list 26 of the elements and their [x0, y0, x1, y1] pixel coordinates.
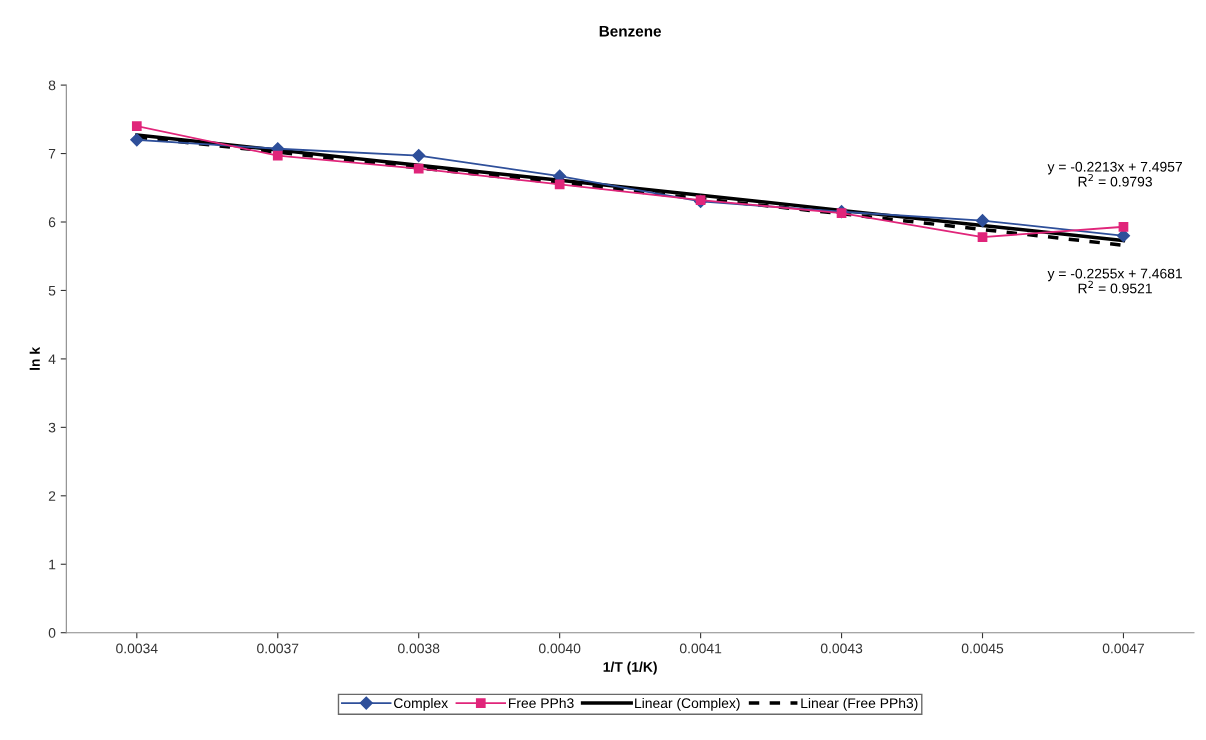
y-tick-label: 7: [48, 149, 56, 159]
y-tick-label: 3: [48, 422, 56, 433]
legend-label: Linear (Free PPh3): [801, 697, 918, 711]
x-tick-label: 0.0037: [257, 643, 299, 654]
y-tick-label: 0: [48, 628, 56, 638]
x-axis-title: 1/T (1/K): [603, 661, 657, 675]
x-tick-label: 0.0045: [961, 643, 1004, 654]
legend-label: Linear (Complex): [635, 697, 740, 711]
annotation: y = -0.2255x + 7.4681 R$^{2}$ = 0.9521: [1047, 268, 1182, 294]
x-tick-label: 0.0047: [1102, 643, 1145, 654]
legend-label: Free PPh3: [509, 697, 574, 709]
y-axis-title: ln k: [29, 346, 40, 370]
y-tick-label: 8: [48, 80, 56, 91]
x-tick-label: 0.0043: [820, 643, 863, 654]
y-tick-label: 2: [48, 491, 56, 501]
legend-label: Complex: [394, 697, 448, 711]
x-tick-label: 0.0040: [538, 643, 581, 654]
y-tick-label: 6: [48, 217, 56, 228]
y-tick-label: 4: [48, 354, 56, 364]
chart-title: Benzene: [599, 25, 662, 37]
x-tick-label: 0.0041: [679, 643, 722, 654]
x-tick-label: 0.0034: [116, 643, 158, 654]
x-tick-label: 0.0038: [398, 643, 440, 654]
y-tick-label: 1: [49, 559, 56, 570]
annotation: y = -0.2213x + 7.4957 R$^{2}$ = 0.9793: [1047, 161, 1182, 187]
y-tick-label: 5: [48, 285, 56, 296]
